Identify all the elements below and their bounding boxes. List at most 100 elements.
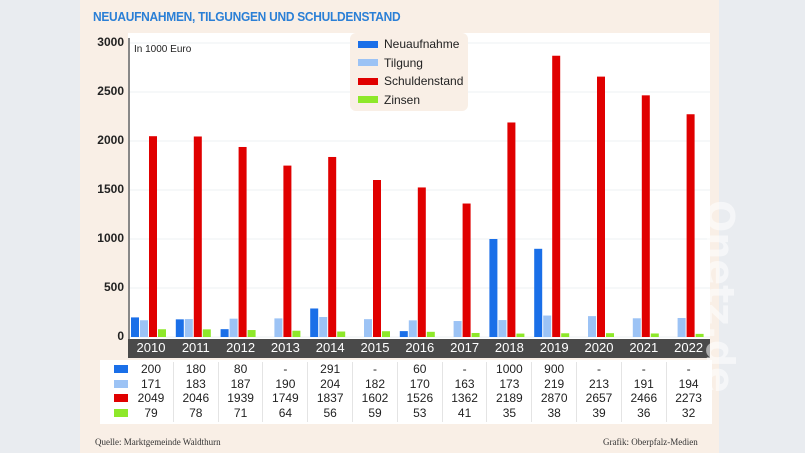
table-cell: 163 — [454, 376, 475, 391]
table-cell: 2657 — [585, 391, 613, 406]
table-divider — [486, 362, 488, 422]
table-row: 171 183 187 190 204 182 170 163 173 219 213 191 194 — [108, 377, 708, 391]
y-tick-label: 500 — [103, 280, 124, 294]
table-cell: 53 — [413, 406, 427, 421]
legend-item: Schuldenstand — [358, 73, 463, 89]
x-tick-label: 2016 — [405, 340, 435, 355]
bar-zinsen-2012 — [247, 330, 256, 337]
table-cell: - — [686, 362, 691, 376]
x-tick-label: 2015 — [360, 340, 390, 355]
table-cell: 291 — [320, 362, 341, 376]
table-cell: 219 — [544, 376, 565, 391]
table-cell: 2273 — [675, 391, 702, 406]
bar-zinsen-2020 — [606, 333, 614, 337]
y-tick-label: 1000 — [97, 231, 124, 245]
table-divider — [665, 362, 667, 422]
table-cell: 170 — [409, 376, 430, 391]
table-cell: 1749 — [272, 391, 299, 406]
table-cell: 171 — [140, 376, 162, 391]
table-cell: 900 — [544, 362, 565, 376]
x-axis-years: 2010 2011 2012 2013 2014 2015 2016 2017 2018 2019… — [128, 339, 710, 358]
bar-zinsen-2018 — [516, 333, 525, 337]
bar-zinsen-2016 — [426, 331, 435, 337]
table-row: 200 180 80 - 291 - 60 - 1000 900 - - - — [108, 362, 708, 376]
table-cell: 180 — [185, 362, 206, 376]
table-cell: 80 — [233, 362, 248, 376]
table-cell: 1000 — [496, 362, 523, 376]
table-divider — [441, 362, 443, 422]
bar-schuldenstand-2020 — [597, 76, 605, 337]
bar-tilgung-2019 — [543, 315, 552, 337]
table-divider — [396, 362, 398, 422]
table-cell: 183 — [185, 376, 206, 391]
y-tick-label: 1500 — [97, 182, 124, 196]
legend-swatch — [358, 40, 378, 48]
bar-zinsen-2014 — [337, 331, 346, 337]
source-note: Quelle: Marktgemeinde Waldthurn — [95, 437, 221, 447]
data-table — [100, 360, 712, 424]
legend-label: Neuaufnahme — [384, 37, 460, 51]
x-tick-label: 2010 — [136, 340, 166, 355]
bar-schuldenstand-2014 — [328, 156, 337, 337]
legend-swatch — [358, 59, 378, 66]
y-tick-label: 0 — [117, 329, 124, 343]
table-cell: 200 — [140, 362, 162, 376]
bar-neuaufnahme-2018 — [489, 239, 498, 337]
table-cell: 59 — [368, 406, 382, 421]
y-tick-label: 2500 — [97, 84, 124, 98]
legend-label: Tilgung — [384, 55, 423, 70]
x-tick-label: 2013 — [270, 340, 300, 355]
table-divider — [576, 362, 577, 422]
table-cell: 173 — [499, 376, 520, 391]
bar-neuaufnahme-2019 — [534, 248, 543, 337]
legend-label: Zinsen — [384, 92, 421, 107]
table-cell: 71 — [233, 406, 248, 421]
table-cell: 191 — [633, 376, 654, 391]
table-row: 79 78 71 64 56 59 53 41 35 38 39 36 32 — [108, 406, 708, 420]
x-tick-label: 2011 — [181, 340, 210, 355]
table-cell: 35 — [502, 406, 517, 421]
table-cell: 36 — [637, 406, 651, 421]
table-row: 2049 2046 1939 1749 1837 1602 1526 1362 2189 2870… — [108, 391, 708, 405]
bar-zinsen-2017 — [471, 332, 480, 337]
table-cell: 32 — [681, 406, 696, 421]
watermark-logo: Onetz.de — [698, 200, 742, 393]
bar-tilgung-2022 — [677, 317, 686, 337]
bar-schuldenstand-2018 — [507, 122, 516, 337]
x-tick-label: 2017 — [450, 340, 480, 355]
bar-zinsen-2010 — [158, 329, 166, 337]
legend-item: Neuaufnahme — [358, 36, 459, 52]
table-cell: 41 — [457, 406, 472, 421]
bar-tilgung-2016 — [408, 320, 417, 337]
bar-schuldenstand-2021 — [641, 95, 650, 337]
table-cell: - — [283, 362, 288, 376]
y-tick-label: 2000 — [97, 133, 124, 147]
bar-neuaufnahme-2014 — [310, 308, 319, 337]
table-cell: - — [597, 362, 601, 376]
table-cell: 79 — [144, 406, 158, 421]
bar-neuaufnahme-2016 — [399, 331, 408, 337]
table-cell: 1837 — [316, 391, 344, 406]
table-cell: 2466 — [630, 391, 658, 406]
unit-label: In 1000 Euro — [134, 44, 192, 55]
table-divider — [531, 362, 533, 422]
table-cell: 182 — [364, 376, 386, 391]
legend-label: Schuldenstand — [384, 74, 464, 88]
table-cell: 38 — [547, 406, 561, 421]
bar-zinsen-2011 — [202, 329, 211, 337]
bar-schuldenstand-2022 — [686, 114, 695, 337]
table-cell: 64 — [278, 406, 293, 421]
x-tick-label: 2022 — [674, 340, 704, 355]
bar-zinsen-2013 — [292, 330, 301, 337]
bar-zinsen-2022 — [695, 333, 704, 337]
bar-schuldenstand-2012 — [238, 146, 247, 337]
bar-tilgung-2012 — [229, 318, 238, 337]
y-tick-label: 3000 — [97, 35, 124, 49]
table-cell: 194 — [678, 376, 699, 391]
table-cell: - — [641, 362, 646, 376]
credit-note: Grafik: Oberpfalz-Medien — [603, 437, 698, 447]
table-divider — [620, 362, 622, 422]
bar-tilgung-2014 — [319, 317, 328, 337]
x-tick-label: 2018 — [494, 340, 524, 355]
bar-neuaufnahme-2010 — [131, 317, 139, 337]
